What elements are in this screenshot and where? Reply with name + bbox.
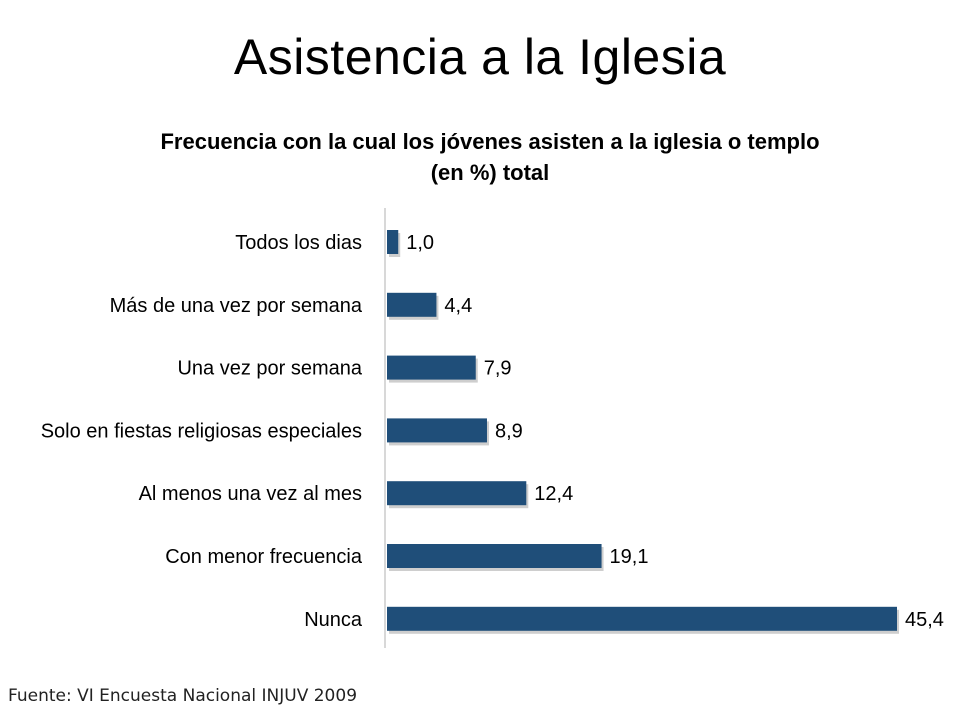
data-label: 8,9	[495, 420, 523, 442]
category-label: Una vez por semana	[177, 358, 362, 380]
source-note: Fuente: VI Encuesta Nacional INJUV 2009	[8, 686, 358, 706]
data-label: 7,9	[484, 358, 512, 380]
category-label: Todos los dias	[235, 232, 362, 254]
category-label: Al menos una vez al mes	[139, 483, 362, 505]
bar	[387, 292, 437, 317]
chart-title: Frecuencia con la cual los jóvenes asist…	[60, 126, 920, 188]
category-label: Con menor frecuencia	[165, 546, 363, 568]
bar	[387, 544, 602, 568]
data-label: 19,1	[610, 546, 649, 568]
category-label: Nunca	[304, 609, 363, 631]
chart-title-line-2: (en %) total	[430, 160, 550, 185]
bars-layer: Todos los dias 1,0 Más de una vez por sema…	[41, 230, 944, 634]
bar	[387, 418, 487, 443]
data-label: 1,0	[406, 232, 434, 254]
bar	[387, 230, 399, 254]
category-label: Solo en fiestas religiosas especiales	[41, 420, 362, 442]
slide-title: Asistencia a la Iglesia	[233, 29, 727, 85]
bar	[387, 606, 897, 631]
category-label: Más de una vez por semana	[110, 295, 363, 317]
data-label: 45,4	[905, 609, 944, 631]
data-label: 4,4	[444, 295, 472, 317]
chart-title-line-1: Frecuencia con la cual los jóvenes asist…	[160, 129, 820, 154]
bar	[387, 355, 476, 380]
data-label: 12,4	[534, 483, 573, 505]
bar	[387, 481, 527, 506]
